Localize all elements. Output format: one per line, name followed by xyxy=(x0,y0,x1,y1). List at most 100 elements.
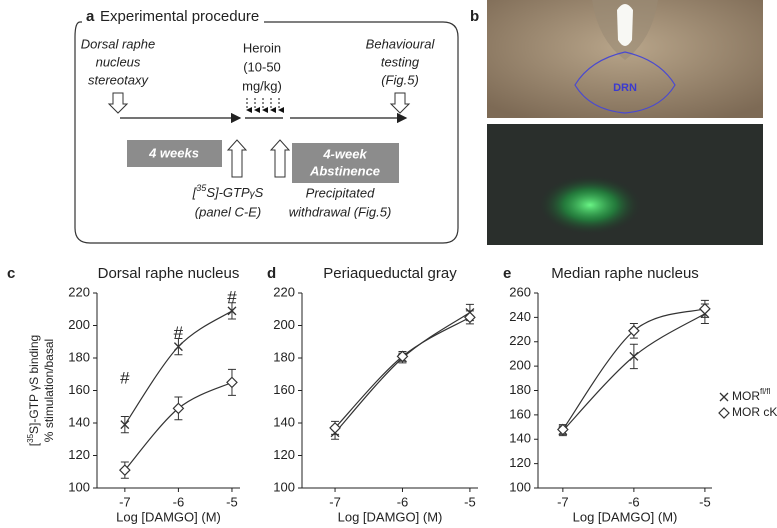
curve xyxy=(124,381,233,471)
y-tick-label: 140 xyxy=(68,414,90,429)
text-part: [ xyxy=(27,442,41,446)
period-text: 4 weeks xyxy=(148,145,199,160)
chart: c Dorsal raphe nucleus Log [DAMGO] (M) 100 1… xyxy=(7,265,240,524)
x-tick-label: -7 xyxy=(557,494,569,509)
step-text: Heroin xyxy=(243,40,281,55)
chart: e Median raphe nucleus Log [DAMGO] (M) 100 1… xyxy=(503,265,777,524)
panel-letter: c xyxy=(7,265,15,282)
y-tick-label: 160 xyxy=(273,382,295,397)
step-text: Behavioural xyxy=(366,36,436,51)
point xyxy=(557,423,569,436)
x-tick-label: -5 xyxy=(464,494,476,509)
point xyxy=(718,407,730,419)
point xyxy=(719,392,729,402)
point xyxy=(119,464,131,476)
superscript: 35 xyxy=(196,183,207,193)
curve xyxy=(334,316,471,429)
y-tick-label: 220 xyxy=(273,284,295,299)
period-box xyxy=(127,140,222,167)
region-label: DRN xyxy=(613,82,637,94)
drn-outline xyxy=(574,51,676,114)
x-axis-label: Log [DAMGO] (M) xyxy=(116,509,221,524)
open-arrow xyxy=(107,92,129,114)
superscript: fl/fl xyxy=(760,387,770,396)
images-panel: b DRN xyxy=(470,0,763,245)
y-tick-label: 180 xyxy=(273,349,295,364)
legend-label: MOR cKO xyxy=(732,405,777,419)
point xyxy=(629,351,639,361)
step-text: [35S]-GTPγS xyxy=(192,183,264,200)
y-tick-label: 220 xyxy=(68,284,90,299)
y-tick-label: 180 xyxy=(68,349,90,364)
point xyxy=(226,376,238,389)
y-tick-label: 260 xyxy=(509,284,531,299)
y-tick-label: 200 xyxy=(509,358,531,373)
step-text: mg/kg) xyxy=(242,78,282,93)
open-arrow xyxy=(226,139,248,178)
open-arrow xyxy=(389,92,411,114)
annotation: # xyxy=(227,287,237,306)
open-arrow xyxy=(269,139,291,178)
point xyxy=(173,342,183,352)
point xyxy=(699,302,711,315)
step-text: testing xyxy=(381,54,420,69)
text-part: γ xyxy=(250,189,256,200)
y-tick-label: 220 xyxy=(509,333,531,348)
y-tick-label: 100 xyxy=(509,479,531,494)
step-text: (panel C-E) xyxy=(195,204,261,219)
panel-title: Experimental procedure xyxy=(100,8,259,25)
step-text: stereotaxy xyxy=(88,72,149,87)
point xyxy=(628,324,640,337)
y-tick-label: 120 xyxy=(273,447,295,462)
title-backdrop xyxy=(82,6,264,28)
aqueduct xyxy=(617,4,633,46)
panel-letter: a xyxy=(86,8,95,25)
injections xyxy=(246,98,284,113)
annotation: # xyxy=(174,323,184,342)
point xyxy=(120,420,130,430)
y-axis-label: % stimulation/basal xyxy=(42,339,56,442)
legend-text: MOR cKO xyxy=(732,405,777,419)
x-tick-label: -5 xyxy=(699,494,711,509)
y-axis-label: [35S]-GTP γS binding xyxy=(26,335,41,446)
y-tick-label: 180 xyxy=(509,382,531,397)
curve xyxy=(562,308,706,430)
panel-frame xyxy=(74,21,459,244)
chart-title: Dorsal raphe nucleus xyxy=(98,265,240,282)
procedure-panel: a Experimental procedure Dorsal raphe nu… xyxy=(74,6,459,244)
text-part: γ xyxy=(27,385,41,391)
annotation: # xyxy=(120,369,130,388)
y-tick-label: 140 xyxy=(273,414,295,429)
x-tick-label: -6 xyxy=(628,494,640,509)
point xyxy=(396,350,409,363)
x-axis-label: Log [DAMGO] (M) xyxy=(573,509,678,524)
step-text: Dorsal raphe xyxy=(81,36,155,51)
text-part: S binding xyxy=(27,335,41,385)
step-text: (Fig.5) xyxy=(381,72,419,87)
x-tick-label: -5 xyxy=(226,494,238,509)
y-tick-label: 200 xyxy=(68,317,90,332)
curve xyxy=(334,312,471,434)
text-part: S]-GTP xyxy=(27,391,41,434)
fluorescence-signal xyxy=(538,175,642,235)
chart: d Periaqueductal gray Log [DAMGO] (M) 100 12… xyxy=(267,265,478,524)
y-tick-label: 120 xyxy=(509,455,531,470)
x-tick-label: -7 xyxy=(329,494,341,509)
chart-title: Periaqueductal gray xyxy=(323,265,457,282)
charts: c Dorsal raphe nucleus Log [DAMGO] (M) 100 1… xyxy=(7,265,777,524)
step-text: Precipitated xyxy=(306,185,375,200)
step-text: withdrawal (Fig.5) xyxy=(289,204,392,219)
text-part: S]-GTP xyxy=(206,185,250,200)
chart-title: Median raphe nucleus xyxy=(551,265,699,282)
y-tick-label: 100 xyxy=(273,479,295,494)
text-part: S xyxy=(255,185,264,200)
period-box xyxy=(292,143,399,183)
superscript: 35 xyxy=(26,433,35,442)
y-tick-label: 100 xyxy=(68,479,90,494)
y-tick-label: 200 xyxy=(273,317,295,332)
x-axis-label: Log [DAMGO] (M) xyxy=(338,509,443,524)
point xyxy=(172,402,185,415)
panel-letter: e xyxy=(503,265,511,282)
y-tick-label: 120 xyxy=(68,447,90,462)
